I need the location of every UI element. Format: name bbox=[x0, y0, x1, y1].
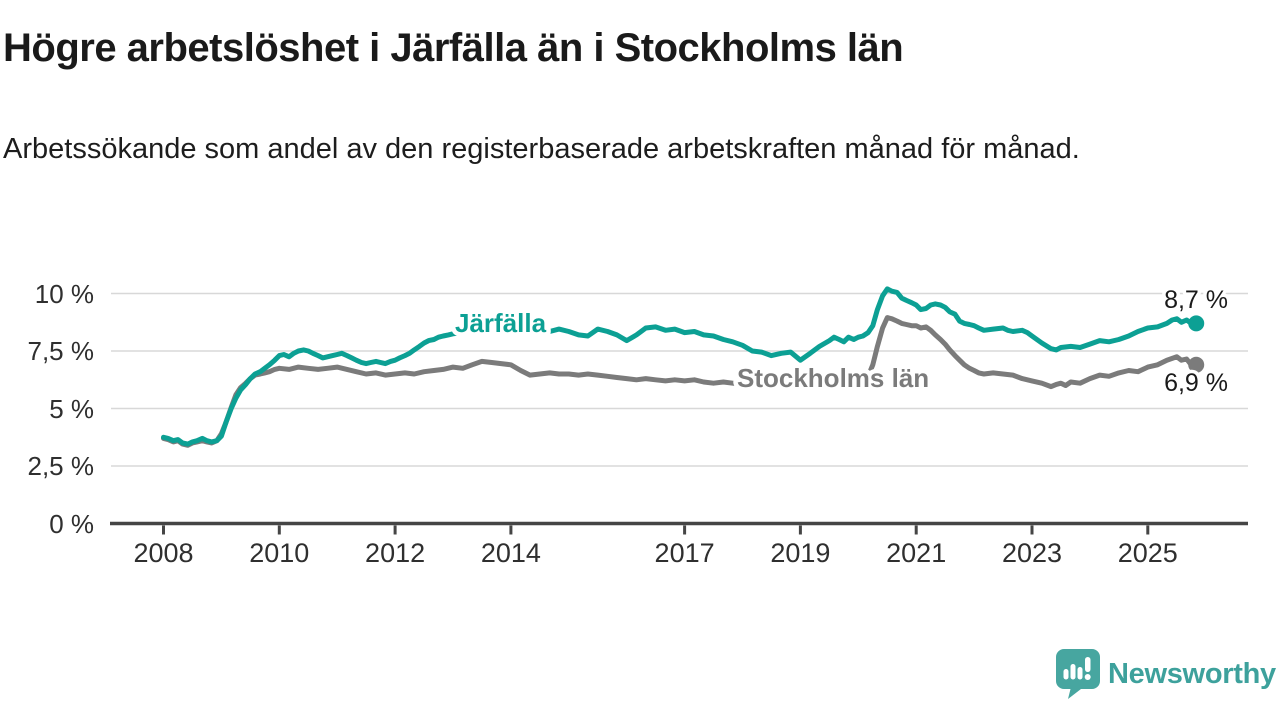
gridlines bbox=[111, 292, 1248, 467]
x-axis-tick-label: 2017 bbox=[654, 538, 715, 568]
y-axis-tick-label: 0 % bbox=[49, 508, 94, 539]
series-lines bbox=[161, 286, 1194, 448]
x-axis-tick-label: 2019 bbox=[770, 538, 831, 568]
chart-title: Högre arbetslöshet i Järfälla än i Stock… bbox=[3, 26, 904, 70]
x-axis-tick-label: 2012 bbox=[365, 538, 426, 568]
newsworthy-logo-text: Newsworthy bbox=[1108, 658, 1276, 690]
x-axis-tick-label: 2008 bbox=[133, 538, 194, 568]
axes bbox=[110, 521, 1248, 535]
newsworthy-logo: Newsworthy bbox=[1056, 648, 1280, 700]
series-label-stockholms-lan: Stockholms län bbox=[737, 363, 929, 393]
x-axis-tick-label: 2023 bbox=[1001, 538, 1063, 568]
x-axis-tick-label: 2010 bbox=[249, 538, 310, 568]
y-axis-tick-label: 10 % bbox=[34, 278, 94, 309]
series-label-jarfalla: Järfälla bbox=[455, 308, 547, 338]
y-axis-tick-label: 2,5 % bbox=[27, 451, 95, 481]
y-axis-tick-label: 7,5 % bbox=[27, 336, 95, 366]
chart-subtitle: Arbetssökande som andel av den registerb… bbox=[3, 133, 1080, 165]
speech-bubble-bar-chart-exclamation-icon bbox=[1056, 649, 1100, 699]
end-value-label-jarfalla: 8,7 % bbox=[1164, 286, 1228, 314]
x-axis-tick-label: 2025 bbox=[1117, 538, 1178, 568]
series-end-dots bbox=[1188, 315, 1205, 373]
x-axis-tick-label: 2021 bbox=[886, 538, 947, 568]
end-value-label-stockholms-lan: 6,9 % bbox=[1164, 369, 1228, 397]
x-axis-tick-label: 2014 bbox=[480, 538, 541, 568]
y-axis-tick-label: 5 % bbox=[49, 393, 94, 424]
